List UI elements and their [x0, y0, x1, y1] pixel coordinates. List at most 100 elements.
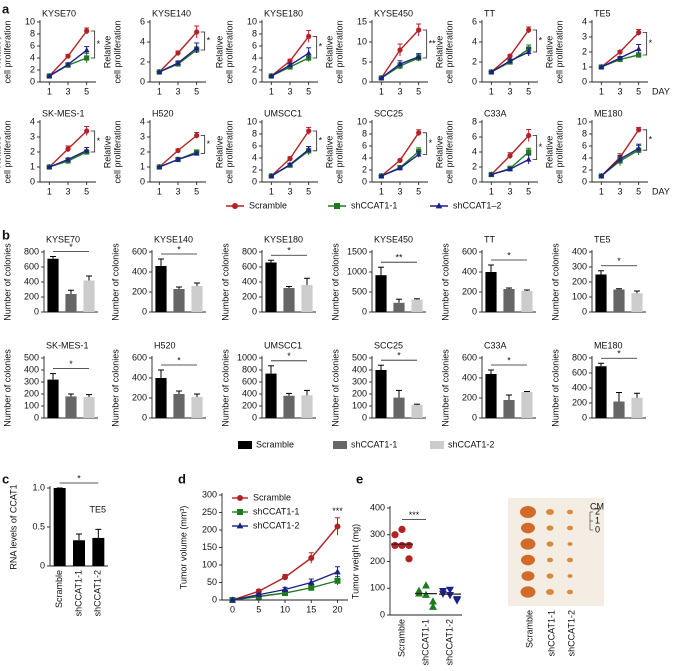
x-tick-label: 1: [157, 86, 162, 96]
marker: [397, 47, 403, 53]
marker: [83, 47, 90, 53]
x-tick-label: shCCAT1-1: [420, 619, 430, 665]
marker: [65, 156, 71, 162]
y-tick-label: 100: [202, 559, 217, 569]
y-tick-label: 15: [357, 16, 367, 26]
significance: *: [507, 355, 511, 365]
y-axis-label: cell proliferation: [444, 20, 454, 83]
significance: ***: [332, 506, 343, 516]
significance: *: [207, 139, 211, 149]
bar: [411, 299, 423, 312]
y-tick-label: 1: [140, 161, 145, 171]
x-tick-label: 15: [306, 604, 316, 614]
y-axis-label: Relative: [0, 136, 2, 169]
photo-label: shCCAT1-1: [546, 610, 556, 656]
marker: [175, 156, 181, 162]
y-tick-label: 400: [370, 502, 385, 512]
y-tick-label: 400: [572, 382, 587, 392]
y-axis-label: Number of colonies: [330, 349, 340, 427]
marker: [84, 55, 90, 61]
marker: [526, 149, 532, 155]
marker: [398, 541, 406, 550]
marker: [334, 568, 341, 575]
significance: *: [617, 256, 621, 266]
significance-bracket: [532, 135, 538, 160]
significance-bracket: [642, 32, 648, 56]
marker: [65, 53, 71, 59]
x-tick-label: 1: [47, 86, 52, 96]
y-tick-label: 400: [572, 246, 587, 256]
panel-label: e: [356, 471, 363, 486]
y-tick-label: 6: [252, 40, 257, 50]
tumor: [546, 525, 554, 531]
y-axis-label: cell proliferation: [444, 120, 454, 183]
marker: [391, 531, 399, 539]
x-tick-label: 0: [230, 604, 235, 614]
y-tick-label: 600: [132, 352, 147, 362]
marker: [307, 578, 315, 585]
y-axis-label: Number of colonies: [2, 349, 12, 427]
marker: [175, 147, 181, 154]
marker: [617, 156, 623, 162]
bar: [595, 274, 607, 312]
legend-swatch: [238, 441, 252, 449]
x-tick-label: 5: [416, 186, 421, 196]
legend-label: shCCAT1-2: [253, 520, 299, 530]
marker: [617, 49, 623, 55]
y-tick-label: 1.0: [32, 482, 45, 492]
y-tick-label: 10: [357, 36, 367, 46]
bar: [393, 397, 405, 418]
marker: [525, 48, 532, 55]
marker: [175, 59, 181, 66]
y-tick-label: 0: [252, 306, 257, 316]
x-tick-label: 3: [65, 186, 70, 196]
chart-title: KYSE140: [154, 234, 193, 244]
y-tick-label: 0: [30, 176, 35, 186]
x-tick-label: 3: [397, 86, 402, 96]
y-tick-label: 0: [34, 306, 39, 316]
y-tick-label: 10: [25, 16, 35, 26]
marker: [415, 589, 423, 597]
y-tick-label: 400: [242, 276, 257, 286]
y-tick-label: 400: [132, 372, 147, 382]
bar: [613, 401, 625, 418]
marker: [397, 157, 403, 163]
y-axis-label: cell proliferation: [2, 120, 12, 183]
panel-label: a: [2, 1, 10, 16]
y-tick-label: 6: [362, 140, 367, 150]
y-tick-label: 200: [24, 388, 39, 398]
legend-label: shCCAT1-1: [351, 439, 397, 449]
marker: [635, 145, 642, 151]
y-axis-label: Relative: [0, 36, 2, 69]
y-axis-label: cell proliferation: [112, 120, 122, 183]
y-tick-label: 4: [582, 16, 587, 26]
marker: [194, 29, 200, 35]
marker: [488, 68, 495, 75]
significance-bracket: [90, 30, 96, 59]
y-axis-label: cell proliferation: [224, 20, 234, 83]
y-axis-label: Number of colonies: [550, 349, 560, 427]
marker: [397, 165, 403, 171]
x-tick-label: 5: [636, 86, 641, 96]
significance: *: [207, 35, 211, 45]
y-tick-label: 400: [462, 372, 477, 382]
y-tick-label: 500: [24, 352, 39, 362]
y-tick-label: 1: [582, 61, 587, 71]
bar: [301, 395, 313, 418]
marker: [194, 132, 200, 139]
y-tick-label: 6: [472, 16, 477, 26]
bar: [47, 379, 59, 418]
marker: [287, 62, 293, 68]
x-tick-label: 1: [489, 86, 494, 96]
y-tick-label: 400: [24, 276, 39, 286]
y-tick-label: 800: [242, 364, 257, 374]
legend-swatch: [430, 441, 444, 449]
marker: [397, 60, 403, 67]
y-tick-label: 2: [582, 46, 587, 56]
y-tick-label: 8: [30, 28, 35, 38]
y-tick-label: 300: [352, 376, 367, 386]
chart-title: UMSCC1: [264, 108, 302, 118]
significance: *: [507, 250, 511, 260]
marker: [507, 166, 513, 172]
y-axis-label: Relative: [102, 136, 112, 169]
